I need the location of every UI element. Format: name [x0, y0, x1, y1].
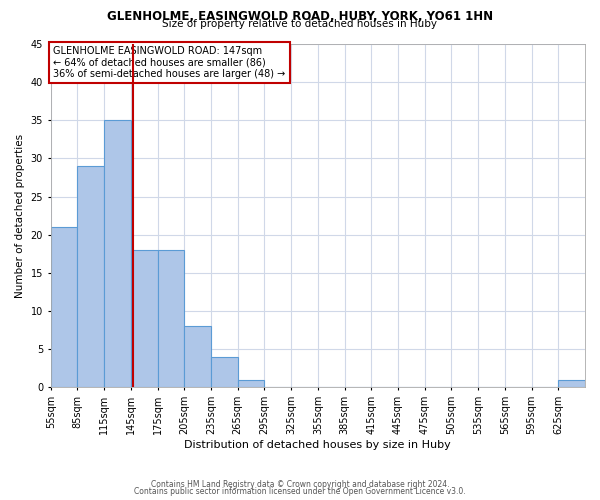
Bar	[558, 380, 585, 388]
Y-axis label: Number of detached properties: Number of detached properties	[15, 134, 25, 298]
Bar	[104, 120, 131, 388]
Bar	[50, 227, 77, 388]
Bar	[77, 166, 104, 388]
Text: Size of property relative to detached houses in Huby: Size of property relative to detached ho…	[163, 19, 437, 29]
Bar	[184, 326, 211, 388]
Bar	[211, 357, 238, 388]
Text: Contains public sector information licensed under the Open Government Licence v3: Contains public sector information licen…	[134, 487, 466, 496]
X-axis label: Distribution of detached houses by size in Huby: Distribution of detached houses by size …	[184, 440, 451, 450]
Bar	[238, 380, 265, 388]
Bar	[158, 250, 184, 388]
Text: GLENHOLME EASINGWOLD ROAD: 147sqm
← 64% of detached houses are smaller (86)
36% : GLENHOLME EASINGWOLD ROAD: 147sqm ← 64% …	[53, 46, 286, 79]
Text: Contains HM Land Registry data © Crown copyright and database right 2024.: Contains HM Land Registry data © Crown c…	[151, 480, 449, 489]
Text: GLENHOLME, EASINGWOLD ROAD, HUBY, YORK, YO61 1HN: GLENHOLME, EASINGWOLD ROAD, HUBY, YORK, …	[107, 10, 493, 23]
Bar	[131, 250, 158, 388]
